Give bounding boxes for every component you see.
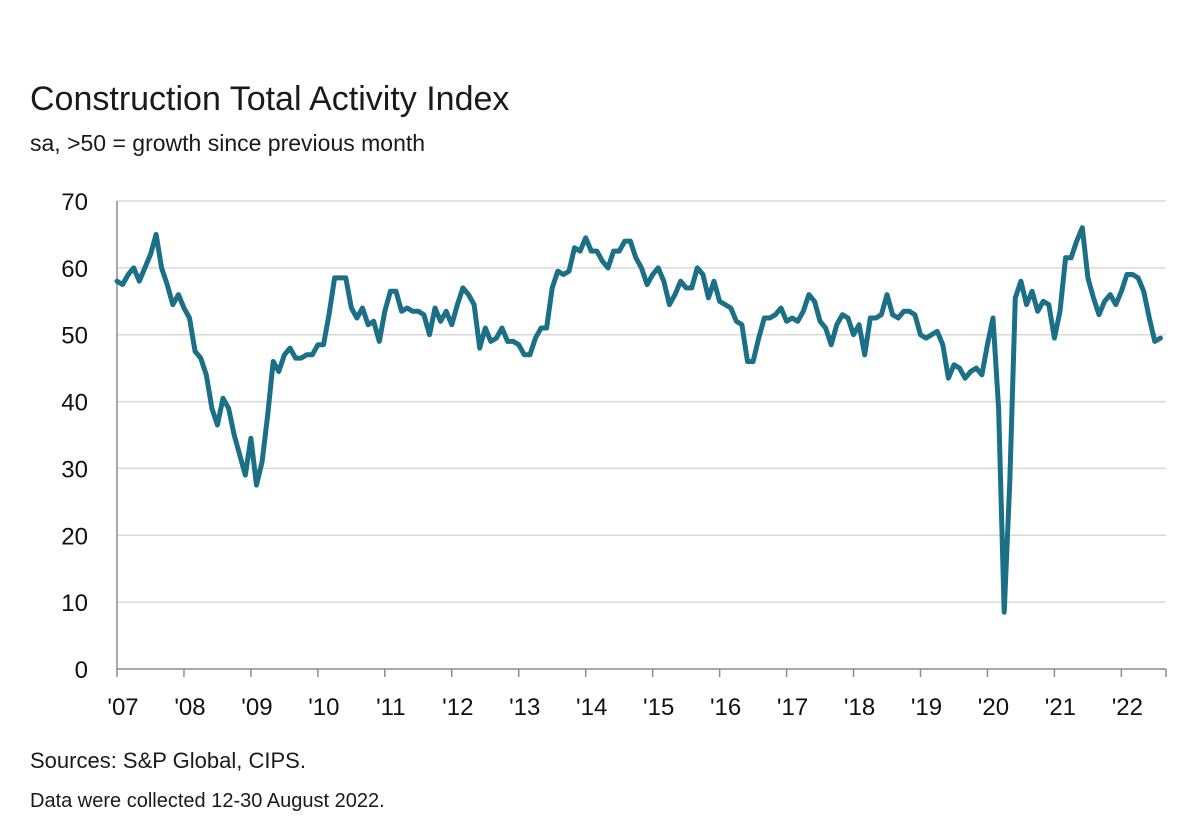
x-tick-label: '08	[174, 694, 205, 721]
y-tick-label: 70	[61, 189, 88, 216]
y-tick-label: 0	[75, 657, 88, 684]
series-layer	[114, 225, 1163, 615]
x-tick-label: '15	[643, 694, 674, 721]
y-tick-label: 10	[61, 590, 88, 617]
y-tick-label: 20	[61, 523, 88, 550]
x-tick-label: '12	[442, 694, 473, 721]
x-tick-label: '07	[107, 694, 138, 721]
y-tick-label: 30	[61, 456, 88, 483]
line-chart: 0 10 20 30 40 50 60 70 '07 '08 '09 '10 '11 '12 '13 '14…	[61, 189, 1167, 721]
gridlines	[117, 200, 1166, 603]
collection-note: Data were collected 12-30 August 2022.	[30, 790, 385, 812]
x-tick-label: '14	[576, 694, 607, 721]
x-tick-label: '16	[710, 694, 741, 721]
x-tick-label: '19	[911, 694, 942, 721]
x-tick-label: '18	[844, 694, 875, 721]
y-tick-label: 40	[61, 390, 88, 417]
source-note: Sources: S&P Global, CIPS.	[30, 748, 306, 773]
series-line	[114, 225, 1163, 615]
chart-title: Construction Total Activity Index	[30, 80, 510, 118]
x-tick-label: '13	[509, 694, 540, 721]
x-tick-label: '21	[1045, 694, 1076, 721]
x-axis-ticks: '07 '08 '09 '10 '11 '12 '13 '14 '15 '16 '17 '18 '19 '…	[107, 669, 1167, 721]
chart-subtitle: sa, >50 = growth since previous month	[30, 130, 426, 156]
y-tick-label: 50	[61, 323, 88, 350]
x-tick-label: '09	[241, 694, 272, 721]
x-tick-label: '17	[777, 694, 808, 721]
x-tick-label: '11	[376, 694, 406, 721]
x-tick-label: '10	[308, 694, 339, 721]
x-tick-label: '22	[1112, 694, 1143, 721]
y-axis-ticks: 0 10 20 30 40 50 60 70	[61, 189, 88, 684]
x-tick-label: '20	[978, 694, 1009, 721]
y-tick-label: 60	[61, 256, 88, 283]
